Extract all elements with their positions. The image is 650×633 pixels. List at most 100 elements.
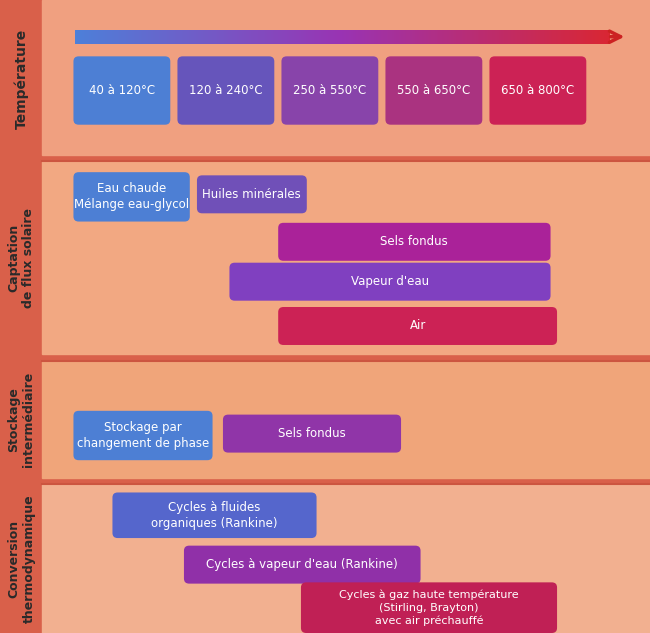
Bar (389, 30, 391, 44)
Bar (171, 30, 173, 44)
Text: Sels fondus: Sels fondus (278, 427, 346, 440)
Bar (182, 30, 183, 44)
Bar (399, 30, 401, 44)
Bar (512, 30, 514, 44)
Bar (107, 30, 109, 44)
FancyBboxPatch shape (278, 307, 557, 345)
Bar (410, 30, 411, 44)
Bar (473, 30, 474, 44)
Bar (252, 30, 253, 44)
Bar (588, 30, 590, 44)
Bar (517, 30, 519, 44)
Bar (283, 30, 285, 44)
Bar (521, 30, 522, 44)
Bar (435, 30, 437, 44)
Bar (560, 30, 562, 44)
Bar (280, 30, 281, 44)
Bar (579, 30, 581, 44)
Bar (341, 30, 342, 44)
Bar (576, 30, 578, 44)
Bar (469, 30, 471, 44)
Bar (294, 30, 296, 44)
Bar (552, 30, 554, 44)
Bar (296, 30, 298, 44)
Bar (42, 484, 650, 633)
Bar (166, 30, 168, 44)
Bar (476, 30, 478, 44)
Bar (430, 30, 432, 44)
Text: 40 à 120°C: 40 à 120°C (89, 84, 155, 97)
Bar (492, 30, 494, 44)
Text: Température: Température (14, 29, 29, 129)
Bar (326, 30, 328, 44)
Bar (514, 30, 515, 44)
Bar (495, 30, 497, 44)
Bar (601, 30, 603, 44)
Bar (276, 30, 278, 44)
Bar (500, 30, 502, 44)
Bar (421, 30, 422, 44)
Bar (502, 30, 504, 44)
Bar (603, 30, 605, 44)
Bar (248, 30, 250, 44)
Bar (431, 30, 433, 44)
Bar (322, 30, 324, 44)
Bar (493, 30, 495, 44)
Bar (342, 30, 344, 44)
Bar (196, 30, 198, 44)
Bar (365, 30, 367, 44)
Bar (385, 30, 387, 44)
Bar (380, 30, 382, 44)
Bar (237, 30, 239, 44)
Bar (114, 30, 116, 44)
Bar (370, 30, 372, 44)
Bar (161, 30, 162, 44)
Bar (529, 30, 531, 44)
Bar (401, 30, 403, 44)
FancyBboxPatch shape (197, 175, 307, 213)
Text: Sels fondus: Sels fondus (380, 235, 448, 248)
Bar (542, 30, 543, 44)
Bar (442, 30, 444, 44)
Text: 550 à 650°C: 550 à 650°C (397, 84, 471, 97)
Bar (212, 30, 214, 44)
Bar (244, 30, 246, 44)
Bar (257, 30, 259, 44)
Bar (183, 30, 185, 44)
Bar (362, 30, 363, 44)
Bar (144, 30, 146, 44)
Bar (392, 30, 394, 44)
Bar (510, 30, 512, 44)
Bar (178, 30, 180, 44)
Bar (355, 30, 356, 44)
Bar (301, 30, 303, 44)
Bar (390, 30, 392, 44)
Bar (298, 30, 300, 44)
Bar (80, 30, 82, 44)
Bar (194, 30, 196, 44)
Bar (348, 30, 349, 44)
Bar (278, 30, 280, 44)
Bar (599, 30, 601, 44)
Bar (99, 30, 101, 44)
Bar (570, 30, 572, 44)
Bar (422, 30, 424, 44)
Bar (200, 30, 201, 44)
Bar (426, 30, 428, 44)
Bar (449, 30, 451, 44)
Bar (303, 30, 305, 44)
Bar (233, 30, 235, 44)
Bar (574, 30, 576, 44)
Bar (344, 30, 346, 44)
Bar (528, 30, 529, 44)
Bar (488, 30, 490, 44)
Bar (258, 30, 260, 44)
Bar (94, 30, 96, 44)
FancyBboxPatch shape (73, 172, 190, 222)
Bar (353, 30, 355, 44)
Text: Cycles à vapeur d'eau (Rankine): Cycles à vapeur d'eau (Rankine) (207, 558, 398, 571)
Bar (526, 30, 528, 44)
Bar (127, 30, 128, 44)
Bar (125, 30, 127, 44)
Bar (320, 30, 322, 44)
